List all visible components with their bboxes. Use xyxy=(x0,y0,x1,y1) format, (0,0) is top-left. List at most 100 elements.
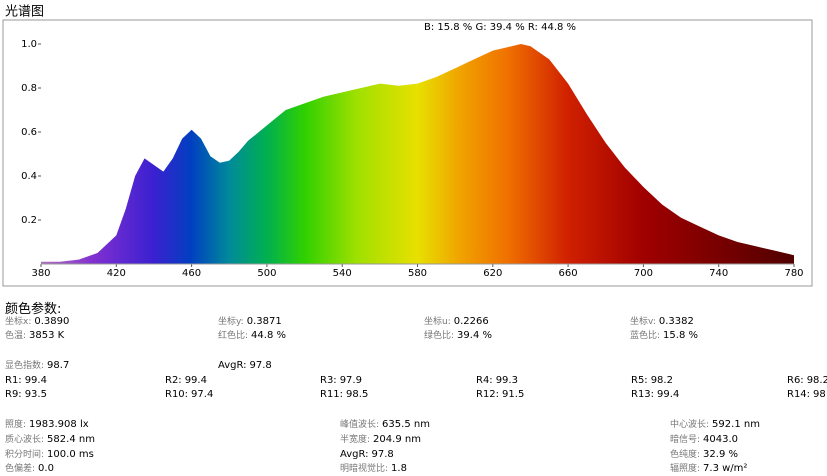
param-item: R11: 98.5 xyxy=(320,389,368,401)
param-value: 15.8 % xyxy=(663,330,698,341)
param-item: R6: 98.2 xyxy=(787,375,827,387)
chart: 光谱图 B: 15.8 % G: 39.4 % R: 44.8 % 0.2 0.4… xyxy=(2,5,813,287)
param-item: 色温: 3853 K xyxy=(5,330,64,342)
y-tick-label: 0.2 xyxy=(21,215,37,226)
param-value: 0.3382 xyxy=(658,316,694,327)
param-item: 暗信号: 4043.0 xyxy=(670,434,738,446)
param-value: 97.4 xyxy=(191,389,214,400)
param-value: 100.0 ms xyxy=(47,449,94,460)
param-item: R9: 93.5 xyxy=(5,389,47,401)
param-item: 显色指数: 98.7 xyxy=(5,360,69,372)
param-label: 蓝色比: xyxy=(630,331,661,341)
param-value: 97.8 xyxy=(371,449,394,460)
param-item: 中心波长: 592.1 nm xyxy=(670,419,760,431)
x-tick-label: 380 xyxy=(31,268,50,279)
param-label: AvgR: xyxy=(340,449,369,460)
param-value: 44.8 % xyxy=(251,330,286,341)
param-value: 93.5 xyxy=(24,389,47,400)
param-value: 204.9 nm xyxy=(373,434,421,445)
param-value: 98.2 xyxy=(806,375,827,386)
param-value: 0.2266 xyxy=(453,316,489,327)
param-item: R2: 99.4 xyxy=(165,375,207,387)
param-label: R4: xyxy=(476,375,493,386)
param-item: 坐标u: 0.2266 xyxy=(424,316,489,328)
param-item: AvgR: 97.8 xyxy=(218,360,272,372)
x-tick-label: 540 xyxy=(333,268,352,279)
chart-title: 光谱图 xyxy=(5,5,44,20)
param-item: 明暗视觉比: 1.8 xyxy=(340,463,407,475)
param-label: R11: xyxy=(320,389,344,400)
param-value: 99.4 xyxy=(24,375,47,386)
param-label: R5: xyxy=(631,375,648,386)
param-value: 97.8 xyxy=(249,360,272,371)
param-label: R3: xyxy=(320,375,337,386)
param-value: 97.9 xyxy=(339,375,362,386)
param-item: R14: 98 xyxy=(787,389,826,401)
param-label: 坐标x: xyxy=(5,317,32,327)
param-value: 32.9 % xyxy=(703,449,738,460)
param-label: 中心波长: xyxy=(670,420,710,430)
x-tick-label: 460 xyxy=(182,268,201,279)
param-value: 0.3890 xyxy=(34,316,70,327)
x-tick-label: 780 xyxy=(784,268,803,279)
param-item: 蓝色比: 15.8 % xyxy=(630,330,698,342)
x-tick-label: 620 xyxy=(483,268,502,279)
param-value: 98.5 xyxy=(346,389,369,400)
param-label: R2: xyxy=(165,375,182,386)
param-label: 红色比: xyxy=(218,331,249,341)
param-item: R3: 97.9 xyxy=(320,375,362,387)
param-value: 582.4 nm xyxy=(47,434,95,445)
param-value: 0.0 xyxy=(38,463,54,474)
param-item: R4: 99.3 xyxy=(476,375,518,387)
param-item: 照度: 1983.908 lx xyxy=(5,419,89,431)
param-label: R9: xyxy=(5,389,22,400)
param-item: AvgR: 97.8 xyxy=(340,449,394,461)
param-label: 坐标v: xyxy=(630,317,656,327)
param-value: 7.3 w/m² xyxy=(703,463,748,474)
param-item: 辐照度: 7.3 w/m² xyxy=(670,463,747,475)
param-value: 1983.908 lx xyxy=(29,419,89,430)
param-item: 坐标x: 0.3890 xyxy=(5,316,69,328)
param-label: 照度: xyxy=(5,420,27,430)
param-label: 色偏差: xyxy=(5,464,36,474)
x-tick-label: 580 xyxy=(408,268,427,279)
param-value: 635.5 nm xyxy=(382,419,430,430)
param-value: 98 xyxy=(813,389,826,400)
param-value: 39.4 % xyxy=(457,330,492,341)
x-tick-label: 740 xyxy=(709,268,728,279)
param-label: R6: xyxy=(787,375,804,386)
param-label: R10: xyxy=(165,389,189,400)
param-item: 峰值波长: 635.5 nm xyxy=(340,419,430,431)
spectrum-area xyxy=(41,44,794,264)
param-value: 0.3871 xyxy=(246,316,282,327)
param-value: 592.1 nm xyxy=(712,419,760,430)
param-item: R12: 91.5 xyxy=(476,389,524,401)
param-label: 明暗视觉比: xyxy=(340,464,389,474)
params-title: 颜色参数: xyxy=(5,302,62,317)
param-item: 质心波长: 582.4 nm xyxy=(5,434,95,446)
param-value: 4043.0 xyxy=(703,434,739,445)
param-label: R14: xyxy=(787,389,811,400)
param-label: 色温: xyxy=(5,331,27,341)
y-tick-label: 0.8 xyxy=(21,83,37,94)
param-label: 峰值波长: xyxy=(340,420,380,430)
param-label: 绿色比: xyxy=(424,331,455,341)
param-label: 色纯度: xyxy=(670,450,701,460)
param-item: 红色比: 44.8 % xyxy=(218,330,286,342)
param-item: 坐标y: 0.3871 xyxy=(218,316,282,328)
param-item: 积分时间: 100.0 ms xyxy=(5,449,94,461)
param-item: 半宽度: 204.9 nm xyxy=(340,434,421,446)
param-label: R12: xyxy=(476,389,500,400)
param-label: 辐照度: xyxy=(670,464,701,474)
param-label: R1: xyxy=(5,375,22,386)
param-item: R5: 98.2 xyxy=(631,375,673,387)
param-item: R13: 99.4 xyxy=(631,389,679,401)
param-value: 98.2 xyxy=(650,375,673,386)
param-value: 98.7 xyxy=(47,360,70,371)
param-item: 绿色比: 39.4 % xyxy=(424,330,492,342)
y-tick-label: 1.0 xyxy=(21,39,37,50)
x-tick-label: 700 xyxy=(634,268,653,279)
param-label: 显色指数: xyxy=(5,361,45,371)
param-value: 99.4 xyxy=(657,389,680,400)
